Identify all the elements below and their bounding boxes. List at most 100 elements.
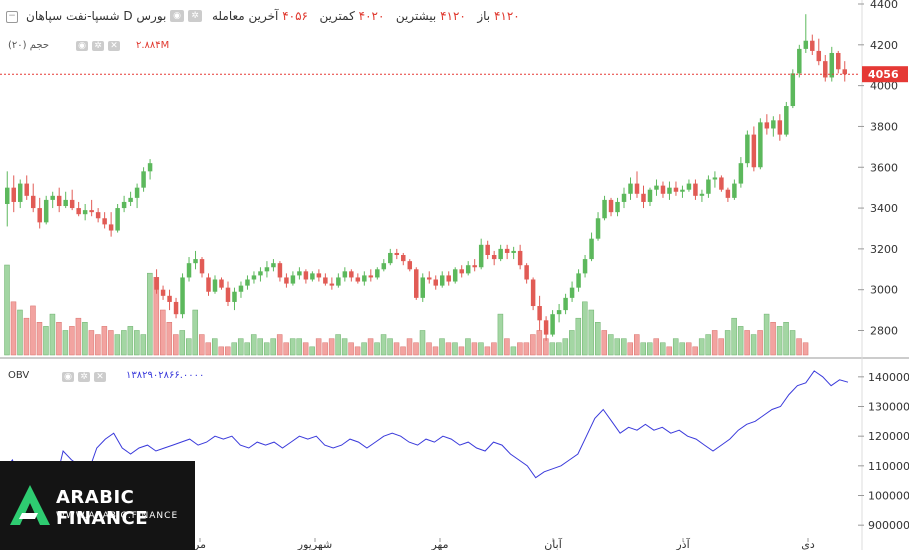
candle-body xyxy=(465,265,471,274)
price-tick-label: 3000 xyxy=(870,284,898,297)
gear-icon[interactable]: ✲ xyxy=(188,10,202,22)
last-price-marker xyxy=(862,66,908,83)
eye-icon[interactable]: ◉ xyxy=(170,10,184,22)
volume-bar xyxy=(75,317,82,356)
candle-body xyxy=(128,197,133,202)
candle-body xyxy=(621,193,627,202)
candle-body xyxy=(362,275,367,282)
collapse-icon[interactable]: − xyxy=(6,11,18,23)
volume-bar xyxy=(484,346,491,356)
volume-bar xyxy=(56,322,62,356)
obv-tick-label: 1000000000 xyxy=(868,490,909,503)
candle-body xyxy=(394,252,400,256)
volume-bar xyxy=(653,338,659,356)
price-tick-label: 2800 xyxy=(870,325,898,338)
candle-body xyxy=(764,122,770,129)
obv-tick-label: 1200000000 xyxy=(868,430,909,443)
price-tick-label: 4000 xyxy=(870,80,898,93)
candle-body xyxy=(251,275,257,280)
candle-body xyxy=(491,255,497,260)
volume-bar xyxy=(205,342,212,356)
volume-bar xyxy=(698,338,705,356)
volume-bar xyxy=(354,346,361,356)
x-tick-label: آذر xyxy=(675,537,690,550)
volume-bar xyxy=(36,322,43,356)
eye-icon[interactable]: ◉ xyxy=(62,372,74,382)
volume-bar xyxy=(666,346,672,356)
volume-bar xyxy=(127,326,134,356)
candle-body xyxy=(628,183,633,194)
obv-label: OBV xyxy=(8,370,30,381)
candle-body xyxy=(784,106,789,135)
candle-body xyxy=(219,279,224,288)
volume-bar xyxy=(523,342,530,356)
volume-bar xyxy=(108,330,114,356)
candle-body xyxy=(258,271,263,276)
candle-body xyxy=(108,224,114,231)
candle-body xyxy=(777,120,783,135)
candle-body xyxy=(264,267,270,272)
candle-body xyxy=(706,179,711,194)
volume-bar xyxy=(802,342,809,356)
low-label: کمترین xyxy=(319,9,355,23)
close-icon[interactable]: ✕ xyxy=(108,41,120,51)
brand-logo: ARABIC FINANCE WWW.ARABIC.FINANCE xyxy=(0,461,195,550)
gear-icon[interactable]: ✲ xyxy=(78,372,90,382)
candle-body xyxy=(615,201,620,213)
candle-body xyxy=(569,287,575,298)
volume-bar xyxy=(302,342,309,356)
candle-body xyxy=(582,259,588,274)
candle-body xyxy=(199,259,205,274)
volume-bar xyxy=(783,322,789,356)
candle-body xyxy=(446,275,451,282)
volume-bar xyxy=(575,317,582,356)
volume-bar xyxy=(17,309,23,356)
volume-bar xyxy=(257,338,263,356)
candle-body xyxy=(751,134,757,168)
volume-bar xyxy=(374,342,380,356)
volume-bar xyxy=(419,330,426,356)
candle-body xyxy=(485,244,490,256)
candle-body xyxy=(284,277,289,284)
symbol-name: بورس D شسپا-نفت سپاهان xyxy=(26,9,167,23)
candle-body xyxy=(342,271,348,278)
volume-bar xyxy=(426,342,432,356)
candle-body xyxy=(212,279,218,292)
candle-body xyxy=(24,183,29,196)
candle-body xyxy=(375,269,380,278)
volume-bar xyxy=(543,338,549,356)
candle-body xyxy=(277,263,283,278)
candle-body xyxy=(154,277,159,290)
candle-body xyxy=(823,61,828,78)
candle-body xyxy=(420,277,425,298)
open-label: باز xyxy=(477,9,491,23)
volume-bar xyxy=(556,342,562,356)
price-tick-label: 4200 xyxy=(870,39,898,52)
volume-bar xyxy=(549,342,556,356)
volume-bar xyxy=(49,313,56,356)
candle-body xyxy=(686,183,692,190)
gear-icon[interactable]: ✲ xyxy=(92,41,104,51)
close-icon[interactable]: ✕ xyxy=(94,372,106,382)
volume-bar xyxy=(776,326,783,356)
obv-tick-label: 1300000000 xyxy=(868,401,909,414)
price-tick-label: 3600 xyxy=(870,161,898,174)
eye-icon[interactable]: ◉ xyxy=(76,41,88,51)
volume-bar xyxy=(614,338,621,356)
volume-bar xyxy=(335,334,341,356)
high-label: بیشترین xyxy=(395,9,437,23)
logo-site-text: WWW.ARABIC.FINANCE xyxy=(56,511,179,521)
candle-body xyxy=(134,187,140,198)
volume-bar xyxy=(263,342,270,356)
candle-body xyxy=(297,271,302,276)
price-tick-label: 3800 xyxy=(870,120,898,133)
volume-bar xyxy=(510,346,517,356)
candle-body xyxy=(673,187,679,192)
volume-bar xyxy=(608,334,614,356)
candle-body xyxy=(719,177,724,190)
volume-bar xyxy=(387,338,393,356)
candle-body xyxy=(712,177,718,180)
volume-bar xyxy=(634,334,640,356)
candle-body xyxy=(56,195,62,207)
volume-bar xyxy=(218,346,224,356)
